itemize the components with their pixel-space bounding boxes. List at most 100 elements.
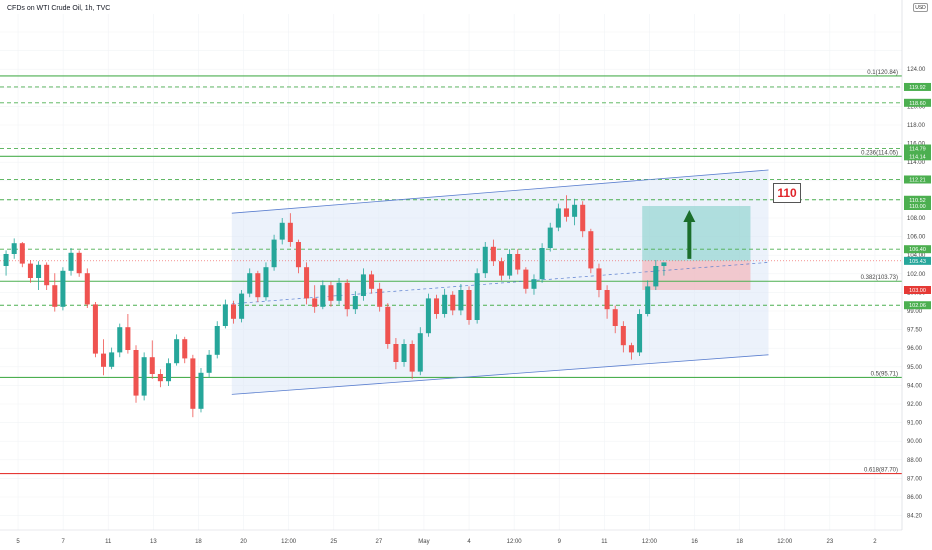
price-axis-bg — [902, 0, 932, 550]
candle-body — [141, 357, 147, 396]
price-badge — [904, 286, 931, 294]
x-tick-label: 9 — [558, 539, 562, 545]
candle-body — [247, 273, 253, 294]
candle-body — [52, 285, 58, 307]
candle-body — [434, 298, 440, 314]
channel-fill — [231, 170, 769, 395]
y-tick-label: 91.00 — [907, 421, 923, 427]
candle-body — [271, 239, 277, 268]
candle-body — [60, 270, 66, 307]
candle-body — [515, 254, 521, 270]
y-tick-label: 102.00 — [907, 272, 926, 278]
candle-body — [239, 293, 245, 319]
candle-body — [466, 290, 472, 320]
x-tick-label: 12:00 — [642, 539, 658, 545]
candle-body — [490, 246, 496, 262]
y-tick-label: 86.00 — [907, 495, 923, 501]
target-zone — [642, 206, 751, 261]
y-tick-label: 95.00 — [907, 365, 923, 371]
candle-body — [11, 243, 17, 254]
candle-body — [637, 314, 643, 353]
candle-body — [36, 264, 42, 278]
price-badge — [904, 245, 931, 254]
price-badge — [904, 202, 931, 210]
candle-body — [442, 294, 448, 314]
y-tick-label: 84.20 — [907, 514, 923, 520]
candle-body — [360, 274, 366, 296]
candle-body — [149, 357, 155, 374]
candle-body — [555, 208, 561, 228]
x-tick-label: 11 — [105, 539, 112, 545]
candle-body — [198, 372, 204, 409]
x-tick-label: 12:00 — [777, 539, 793, 545]
candle-body — [596, 268, 602, 290]
candle-body — [539, 248, 545, 280]
candle-body — [165, 363, 172, 382]
x-tick-label: 7 — [61, 539, 65, 545]
y-tick-label: 87.00 — [907, 476, 923, 482]
y-tick-label: 124.00 — [907, 67, 926, 73]
price-badge-label: 118.60 — [909, 101, 925, 107]
y-tick-label: 108.00 — [907, 216, 926, 222]
candle-body — [425, 298, 431, 334]
x-tick-label: 4 — [467, 539, 471, 545]
x-tick-label: 12:00 — [507, 539, 523, 545]
price-badge — [904, 152, 931, 161]
candle-body — [19, 243, 25, 264]
candle-body — [458, 290, 464, 311]
candle-body — [92, 304, 98, 354]
y-tick-label: 94.00 — [907, 383, 923, 389]
y-tick-label: 106.00 — [907, 235, 926, 241]
candle-body — [255, 273, 261, 298]
candle-body — [482, 246, 488, 274]
y-tick-label: 97.50 — [907, 328, 923, 334]
candle-body — [401, 344, 407, 362]
candle-body — [230, 304, 236, 319]
channel-lower — [231, 354, 769, 395]
candle-body — [409, 344, 415, 372]
candle-body — [263, 267, 269, 298]
channel-upper — [231, 169, 769, 214]
up-arrow-icon — [683, 210, 696, 259]
candle-body — [580, 204, 586, 232]
y-tick-label: 114.00 — [907, 160, 926, 166]
price-badge-label: 110.00 — [909, 204, 925, 210]
currency-button[interactable]: USD — [913, 3, 928, 12]
candle-body — [653, 266, 659, 287]
x-tick-label: 18 — [195, 539, 202, 545]
y-tick-label: 92.00 — [907, 402, 923, 408]
candle-body — [214, 326, 220, 355]
candle-body — [44, 264, 50, 286]
price-badge — [904, 301, 931, 310]
target-label: 110 — [773, 183, 801, 203]
candle-body — [474, 273, 480, 320]
level-label: 0.5(95.71) — [871, 371, 898, 377]
candle-body — [450, 294, 456, 311]
level-label: 0.618(87.70) — [864, 468, 898, 474]
candle-body — [336, 282, 342, 301]
y-tick-label: 99.00 — [907, 309, 923, 315]
y-tick-label: 118.00 — [907, 123, 926, 129]
price-badge-label: 110.52 — [909, 198, 925, 204]
candle-body — [304, 267, 310, 299]
x-tick-label: 13 — [150, 539, 157, 545]
candle-body — [320, 285, 326, 307]
candle-body — [3, 254, 9, 266]
level-label: 0.1(120.84) — [867, 70, 898, 76]
x-tick-label: 12:00 — [281, 539, 297, 545]
candle-body — [157, 374, 163, 382]
candle-body — [498, 261, 505, 276]
price-badge — [904, 175, 931, 184]
x-tick-label: 5 — [16, 539, 20, 545]
candle-body — [507, 254, 513, 276]
candle-body — [328, 285, 334, 301]
price-badge — [904, 195, 931, 204]
candle-body — [182, 339, 188, 359]
level-label: 0.382(103.73) — [861, 275, 898, 281]
candle-body — [645, 286, 651, 314]
candle-body — [661, 262, 667, 266]
candle-body — [628, 345, 634, 353]
price-badge-label: 105.43 — [909, 259, 926, 265]
